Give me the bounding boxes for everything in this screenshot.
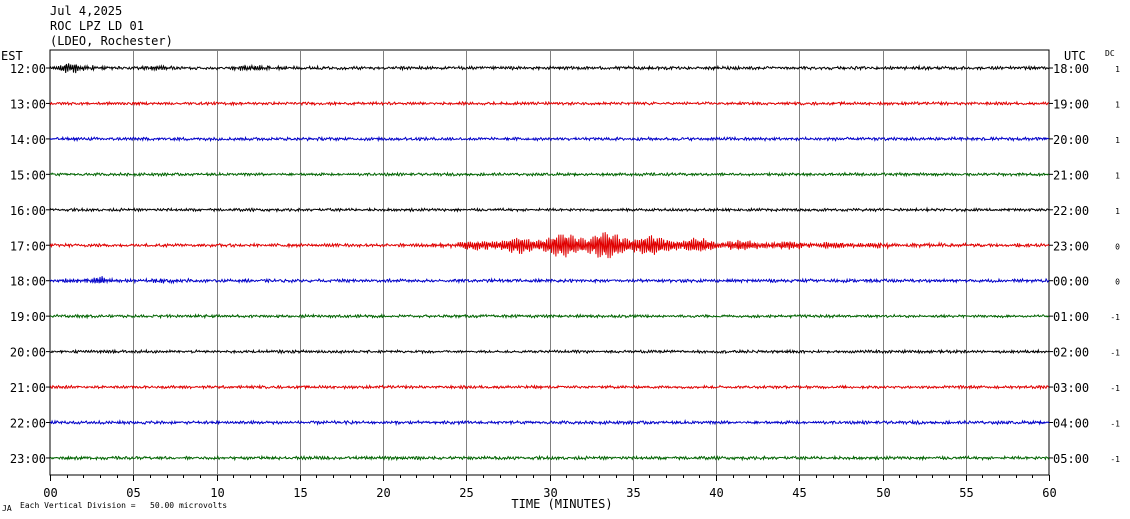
dc-offset-label: -1: [1110, 420, 1120, 429]
seismic-trace: [49, 135, 1050, 143]
seismic-trace: [49, 100, 1050, 107]
utc-hour-label: 23:00: [1053, 239, 1089, 253]
utc-hour-label: 01:00: [1053, 310, 1089, 324]
chart-network: (LDEO, Rochester): [50, 34, 173, 48]
dc-offset-label: 1: [1115, 65, 1120, 74]
x-tick-label: 40: [709, 486, 723, 500]
est-hour-label: 15:00: [10, 168, 46, 182]
est-hour-label: 14:00: [10, 133, 46, 147]
est-hour-label: 19:00: [10, 310, 46, 324]
utc-hour-label: 18:00: [1053, 62, 1089, 76]
seismic-trace: [49, 419, 1050, 427]
chart-station: ROC LPZ LD 01: [50, 19, 144, 33]
dc-offset-label: 1: [1115, 100, 1120, 109]
est-hour-label: 18:00: [10, 275, 46, 289]
dc-offset-label: -1: [1110, 384, 1120, 393]
dc-offset-label: -1: [1110, 313, 1120, 322]
utc-hour-label: 05:00: [1053, 452, 1089, 466]
dc-offset-label: 0: [1115, 242, 1120, 251]
seismic-trace: [49, 206, 1050, 213]
utc-hour-label: 04:00: [1053, 417, 1089, 431]
x-tick-label: 10: [210, 486, 224, 500]
est-hour-label: 12:00: [10, 62, 46, 76]
est-hour-label: 20:00: [10, 346, 46, 360]
est-hour-label: 16:00: [10, 204, 46, 218]
dc-offset-label: 1: [1115, 136, 1120, 145]
chart-date: Jul 4,2025: [50, 4, 123, 18]
seismic-trace: [49, 276, 1050, 285]
x-tick-label: 50: [876, 486, 890, 500]
x-tick-label: 55: [959, 486, 973, 500]
seismic-trace: [49, 313, 1050, 320]
seismic-trace: [49, 383, 1050, 391]
vertical-division-note: Each Vertical Division = 50.00 microvolt…: [20, 501, 228, 510]
seismic-trace: [49, 232, 1050, 259]
utc-hour-label: 03:00: [1053, 381, 1089, 395]
est-hour-label: 23:00: [10, 452, 46, 466]
x-axis-label: TIME (MINUTES): [511, 497, 612, 511]
x-tick-label: 00: [43, 486, 57, 500]
utc-hour-label: 19:00: [1053, 97, 1089, 111]
seismic-trace: [49, 348, 1050, 355]
x-tick-label: 15: [293, 486, 307, 500]
seismic-trace: [49, 171, 1050, 178]
dc-offset-label: 0: [1115, 278, 1120, 287]
x-tick-label: 30: [543, 486, 557, 500]
seismic-trace: [49, 63, 1050, 74]
seismic-trace: [49, 454, 1050, 462]
utc-hour-label: 22:00: [1053, 204, 1089, 218]
est-hour-label: 13:00: [10, 97, 46, 111]
dc-offset-label: -1: [1110, 455, 1120, 464]
x-tick-label: 25: [459, 486, 473, 500]
right-timezone-label: UTC: [1064, 49, 1086, 63]
dc-offset-label: 1: [1115, 207, 1120, 216]
x-tick-label: 20: [376, 486, 390, 500]
x-tick-label: 05: [126, 486, 140, 500]
x-tick-label: 35: [626, 486, 640, 500]
dc-offset-label: -1: [1110, 349, 1120, 358]
plot-frame: [49, 49, 1050, 476]
dc-column-label: DC: [1105, 49, 1115, 58]
utc-hour-label: 21:00: [1053, 168, 1089, 182]
x-tick-label: 60: [1042, 486, 1056, 500]
utc-hour-label: 20:00: [1053, 133, 1089, 147]
footer-mark: JA: [2, 504, 12, 513]
left-timezone-label: EST: [1, 49, 23, 63]
est-hour-label: 22:00: [10, 417, 46, 431]
x-tick-label: 45: [792, 486, 806, 500]
est-hour-label: 21:00: [10, 381, 46, 395]
dc-offset-label: 1: [1115, 171, 1120, 180]
est-hour-label: 17:00: [10, 239, 46, 253]
utc-hour-label: 00:00: [1053, 275, 1089, 289]
utc-hour-label: 02:00: [1053, 346, 1089, 360]
